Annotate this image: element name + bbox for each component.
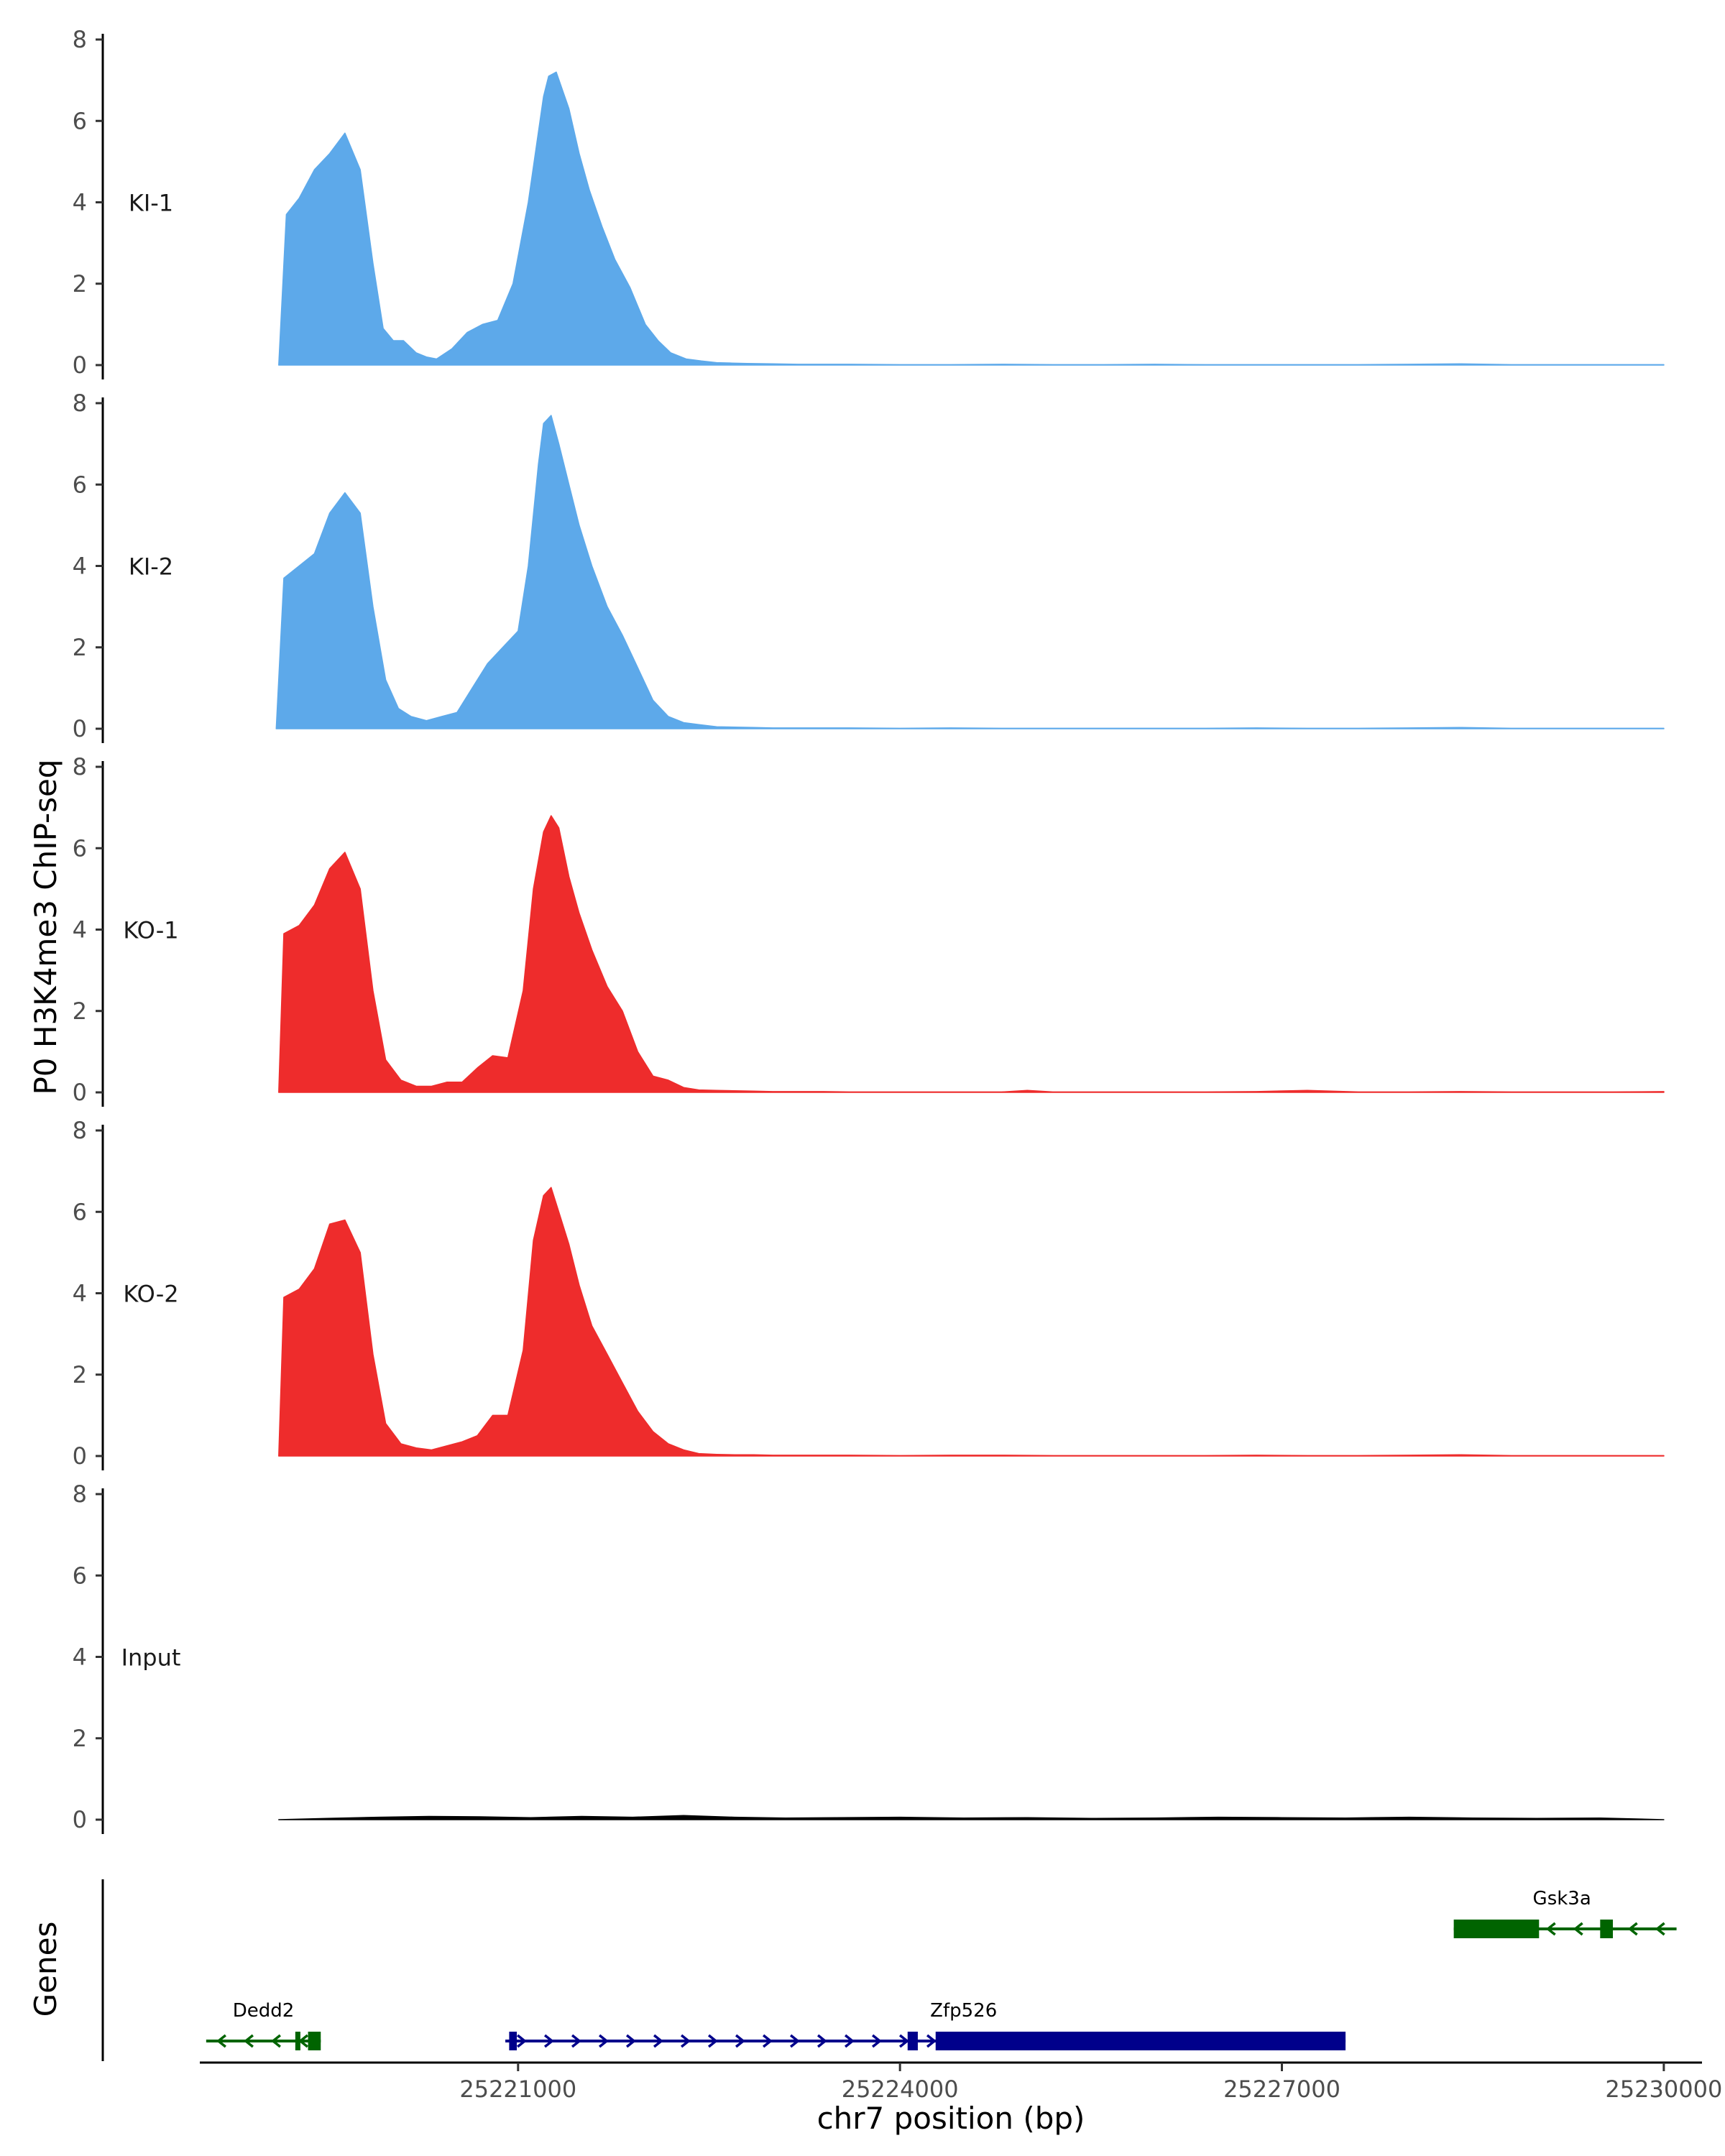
y-tick-label: 0 [73, 351, 87, 379]
strand-arrow [1655, 1922, 1665, 1936]
strand-arrow [789, 2034, 800, 2048]
y-tick-label: 2 [73, 270, 87, 298]
y-tick-label: 4 [73, 916, 87, 944]
y-tick-label: 6 [73, 107, 87, 134]
y-tick-label: 2 [73, 998, 87, 1025]
strand-arrow [707, 2034, 718, 2048]
x-tick-label: 25227000 [1223, 2076, 1340, 2103]
y-tick-label: 2 [73, 1725, 87, 1752]
gene-exon [1600, 1920, 1614, 1938]
strand-arrow [680, 2034, 691, 2048]
gene-exon [295, 2032, 300, 2050]
track-label: KO-2 [123, 1281, 178, 1308]
x-tick-label: 25224000 [842, 2076, 959, 2103]
y-axis-title: P0 H3K4me3 ChIP-seq [28, 759, 63, 1095]
gene-exon [1453, 1920, 1540, 1938]
coverage-area-ko-1 [278, 815, 1665, 1093]
strand-arrow [762, 2034, 773, 2048]
strand-arrow [735, 2034, 745, 2048]
strand-arrow [816, 2034, 827, 2048]
gene-label: Dedd2 [233, 2000, 295, 2022]
gene-exon [509, 2032, 518, 2050]
gene-zfp526: Zfp526 [505, 2000, 1346, 2050]
strand-arrow [1545, 1922, 1556, 1936]
strand-arrow [1573, 1922, 1583, 1936]
strand-arrow [871, 2034, 882, 2048]
y-tick-label: 0 [73, 1442, 87, 1470]
gene-exon [907, 2032, 918, 2050]
strand-arrow [844, 2034, 855, 2048]
strand-arrow [516, 2034, 527, 2048]
y-tick-label: 0 [73, 1806, 87, 1833]
gene-dedd2: Dedd2 [206, 2000, 321, 2050]
strand-arrow [571, 2034, 581, 2048]
y-tick-label: 6 [73, 834, 87, 862]
strand-arrow [543, 2034, 554, 2048]
x-tick-label: 25230000 [1605, 2076, 1722, 2103]
y-tick-label: 4 [73, 1644, 87, 1671]
x-tick-label: 25221000 [459, 2076, 576, 2103]
gene-exon [308, 2032, 321, 2050]
track-label: KI-1 [129, 190, 173, 217]
strand-arrow [598, 2034, 609, 2048]
strand-arrow [926, 2034, 937, 2048]
track-panel-ki-1: 0 2 4 6 8 KI-1 [73, 26, 1665, 379]
track-panel-input: 0 2 4 6 8 Input [73, 1480, 1665, 1834]
strand-arrow [898, 2034, 909, 2048]
y-tick-label: 0 [73, 1079, 87, 1106]
coverage-area-ki-1 [278, 71, 1665, 366]
x-axis: chr7 position (bp) 25221000 25224000 25227… [200, 2061, 1722, 2136]
coverage-area-ki-2 [275, 415, 1665, 729]
y-tick-label: 6 [73, 1198, 87, 1225]
strand-arrow [244, 2034, 254, 2048]
track-label: KO-1 [123, 917, 178, 944]
track-panel-ko-2: 0 2 4 6 8 KO-2 [73, 1117, 1665, 1470]
coverage-area-input [278, 1815, 1665, 1820]
gene-annotation-track: Genes Dedd2 Zfp526 Gsk3a [28, 1879, 1677, 2061]
strand-arrow [625, 2034, 636, 2048]
gene-label: Zfp526 [930, 2000, 997, 2022]
track-panel-ki-2: 0 2 4 6 8 KI-2 [73, 390, 1665, 743]
strand-arrow [271, 2034, 281, 2048]
y-tick-label: 8 [73, 1117, 87, 1144]
y-tick-label: 6 [73, 471, 87, 498]
y-tick-label: 8 [73, 390, 87, 417]
y-tick-label: 2 [73, 634, 87, 661]
gene-exon [935, 2032, 1346, 2050]
y-tick-label: 8 [73, 753, 87, 780]
strand-arrow [216, 2034, 226, 2048]
strand-arrow [1627, 1922, 1638, 1936]
y-tick-label: 4 [73, 553, 87, 580]
y-tick-label: 8 [73, 26, 87, 53]
y-tick-label: 8 [73, 1480, 87, 1508]
track-label: Input [121, 1644, 181, 1672]
genes-axis-title: Genes [28, 1922, 63, 2017]
gene-gsk3a: Gsk3a [1453, 1888, 1677, 1938]
strand-arrow [653, 2034, 663, 2048]
gene-label: Gsk3a [1533, 1888, 1591, 1909]
y-tick-label: 6 [73, 1562, 87, 1589]
y-tick-label: 4 [73, 189, 87, 216]
y-tick-label: 4 [73, 1280, 87, 1307]
track-panel-ko-1: 0 2 4 6 8 KO-1 [73, 753, 1665, 1107]
coverage-area-ko-2 [278, 1187, 1665, 1457]
coverage-tracks: 0 2 4 6 8 KI-1 0 2 4 6 8 KI-2 0 2 4 6 8 KO-1 0 2 4 6 8 KO-2 0 2 4 6… [73, 26, 1665, 1834]
y-tick-label: 0 [73, 715, 87, 742]
x-axis-title: chr7 position (bp) [817, 2101, 1085, 2136]
track-label: KI-2 [129, 553, 173, 581]
y-tick-label: 2 [73, 1361, 87, 1388]
